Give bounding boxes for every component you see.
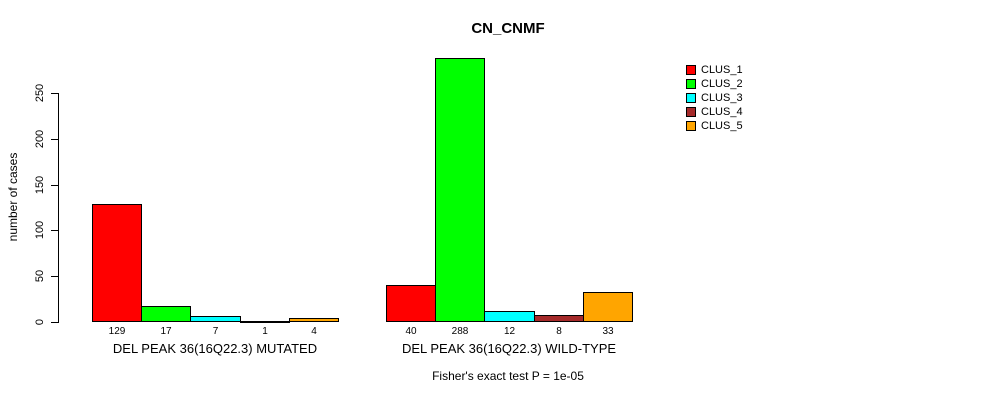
y-axis-tick bbox=[51, 185, 58, 186]
bar-clus_5-group2 bbox=[583, 292, 633, 322]
legend-swatch-clus_5 bbox=[686, 121, 696, 131]
bar-clus_5-group1 bbox=[289, 318, 339, 322]
bar-value-label: 12 bbox=[503, 326, 516, 337]
legend-label: CLUS_4 bbox=[701, 106, 743, 118]
legend-item: CLUS_5 bbox=[686, 120, 743, 132]
legend-item: CLUS_3 bbox=[686, 92, 743, 104]
y-axis-tick bbox=[51, 322, 58, 323]
legend-label: CLUS_5 bbox=[701, 120, 743, 132]
y-axis-tick bbox=[51, 230, 58, 231]
y-axis-tick bbox=[51, 93, 58, 94]
y-axis-line bbox=[58, 93, 59, 323]
bar-value-label: 129 bbox=[108, 326, 126, 337]
x-axis-group-label-1: DEL PEAK 36(16Q22.3) MUTATED bbox=[112, 341, 318, 356]
y-axis-tick-label: 200 bbox=[34, 129, 46, 149]
x-axis-group-label-2: DEL PEAK 36(16Q22.3) WILD-TYPE bbox=[401, 341, 617, 356]
bar-value-label: 288 bbox=[451, 326, 469, 337]
bar-clus_1-group2 bbox=[386, 285, 436, 322]
bar-value-label: 8 bbox=[556, 326, 562, 337]
legend-label: CLUS_3 bbox=[701, 92, 743, 104]
bar-value-label: 7 bbox=[212, 326, 219, 337]
y-axis-tick bbox=[51, 276, 58, 277]
bar-value-label: 40 bbox=[405, 326, 417, 337]
bar-value-label: 1 bbox=[262, 326, 268, 337]
y-axis-tick-label: 150 bbox=[34, 175, 46, 195]
bar-value-label: 33 bbox=[602, 326, 614, 337]
bar-clus_4-group1 bbox=[240, 321, 290, 323]
fisher-test-annotation: Fisher's exact test P = 1e-05 bbox=[432, 369, 584, 383]
y-axis-tick-label: 100 bbox=[34, 220, 46, 240]
legend-swatch-clus_4 bbox=[686, 107, 696, 117]
legend-swatch-clus_2 bbox=[686, 79, 696, 89]
y-axis-tick bbox=[51, 139, 58, 140]
bar-value-label: 4 bbox=[311, 326, 317, 337]
legend-swatch-clus_1 bbox=[686, 65, 696, 75]
legend-item: CLUS_4 bbox=[686, 106, 743, 118]
y-axis-tick-label: 250 bbox=[34, 83, 46, 103]
bar-clus_2-group1 bbox=[141, 306, 191, 322]
bar-clus_2-group2 bbox=[435, 58, 485, 322]
y-axis-tick-label: 0 bbox=[34, 318, 46, 326]
bar-clus_1-group1 bbox=[92, 204, 142, 322]
legend-item: CLUS_2 bbox=[686, 78, 743, 90]
legend-swatch-clus_3 bbox=[686, 93, 696, 103]
legend-label: CLUS_1 bbox=[701, 64, 743, 76]
bar-clus_3-group2 bbox=[484, 311, 535, 322]
chart-title: CN_CNMF bbox=[471, 20, 545, 37]
y-axis-tick-label: 50 bbox=[34, 269, 46, 283]
legend-label: CLUS_2 bbox=[701, 78, 743, 90]
bar-clus_3-group1 bbox=[190, 316, 241, 322]
bar-value-label: 17 bbox=[160, 326, 172, 337]
bar-clus_4-group2 bbox=[534, 315, 584, 322]
legend-item: CLUS_1 bbox=[686, 64, 743, 76]
legend: CLUS_1 CLUS_2 CLUS_3 CLUS_4 CLUS_5 bbox=[686, 64, 806, 144]
y-axis-title: number of cases bbox=[6, 152, 20, 242]
